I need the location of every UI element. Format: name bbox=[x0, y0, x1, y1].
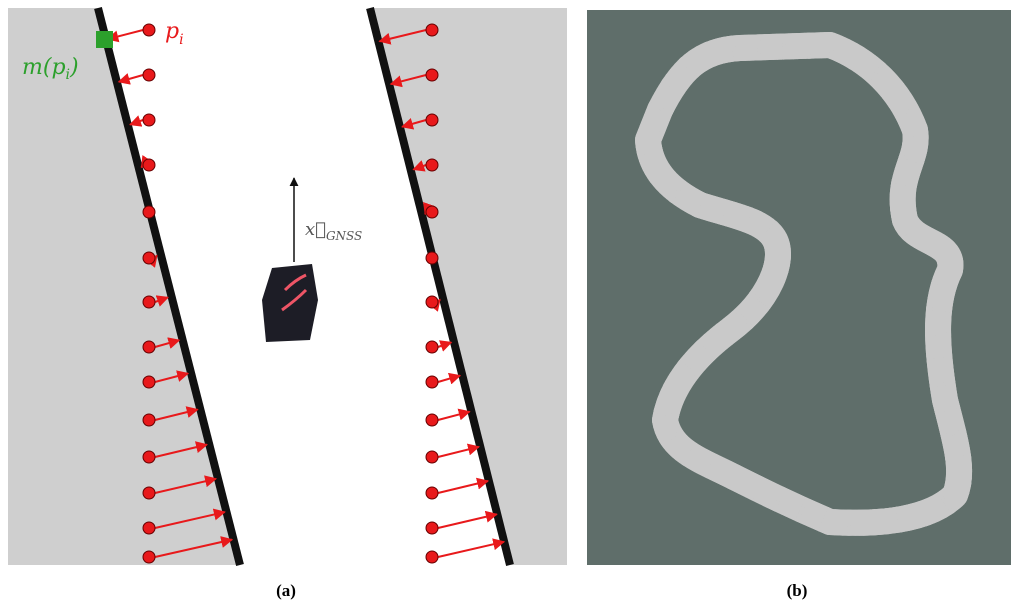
scan-point bbox=[426, 522, 438, 534]
scan-point bbox=[426, 252, 438, 264]
scan-point bbox=[143, 414, 155, 426]
scan-point bbox=[426, 296, 438, 308]
scan-point bbox=[426, 376, 438, 388]
match-point bbox=[96, 31, 113, 48]
scan-point bbox=[426, 414, 438, 426]
scan-point bbox=[426, 487, 438, 499]
scan-point bbox=[426, 206, 438, 218]
scan-point bbox=[143, 451, 155, 463]
scan-point bbox=[143, 487, 155, 499]
scan-point bbox=[426, 69, 438, 81]
panel-b: (b) bbox=[587, 10, 1011, 600]
scan-point bbox=[143, 296, 155, 308]
scan-point bbox=[143, 24, 155, 36]
panel-a: m(pi) pi x⃗GNSS (a) bbox=[8, 8, 567, 600]
scan-point bbox=[143, 341, 155, 353]
caption: (b) bbox=[787, 581, 808, 600]
caption: (a) bbox=[276, 581, 296, 600]
scan-point bbox=[426, 341, 438, 353]
scan-point bbox=[143, 114, 155, 126]
scan-point bbox=[426, 551, 438, 563]
scan-point bbox=[143, 522, 155, 534]
scan-point bbox=[143, 252, 155, 264]
scan-point bbox=[143, 159, 155, 171]
scan-point bbox=[143, 206, 155, 218]
match-label: m(pi) bbox=[22, 55, 79, 83]
scan-point bbox=[426, 24, 438, 36]
scan-point bbox=[426, 114, 438, 126]
scan-point bbox=[426, 451, 438, 463]
figure: m(pi) pi x⃗GNSS (a) (b) bbox=[0, 0, 1019, 609]
scan-point bbox=[143, 69, 155, 81]
scan-point bbox=[143, 551, 155, 563]
scan-point bbox=[143, 376, 155, 388]
scan-point bbox=[426, 159, 438, 171]
